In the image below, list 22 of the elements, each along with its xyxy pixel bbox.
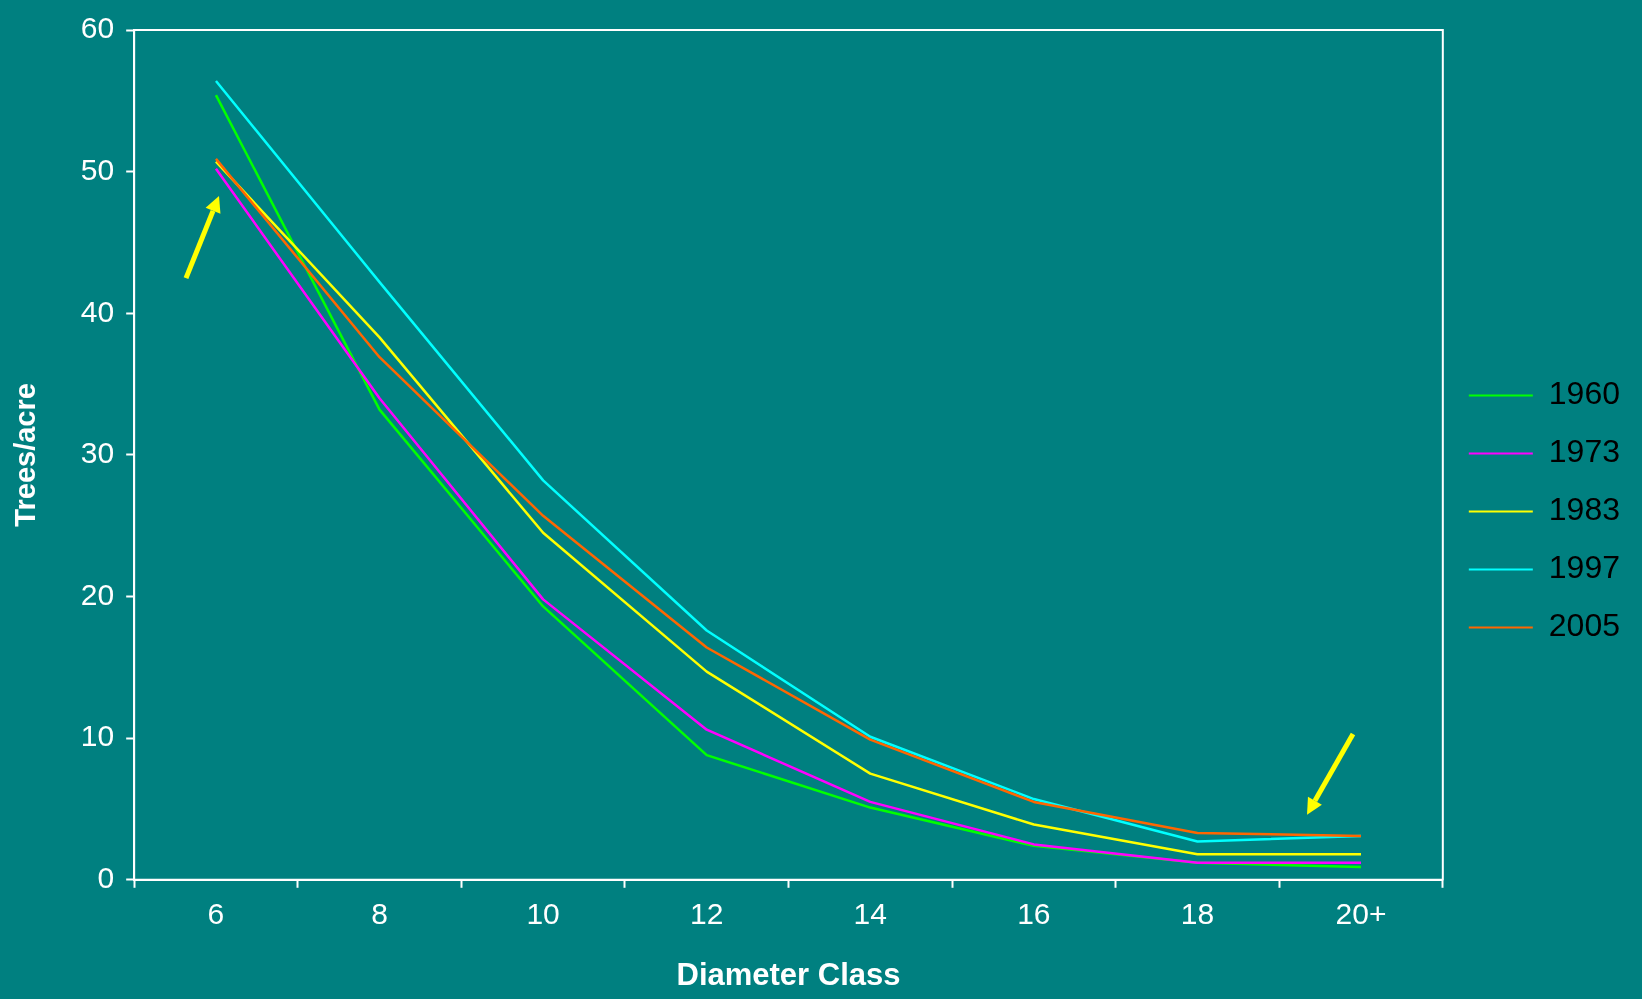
legend-label: 1997 — [1548, 549, 1620, 586]
x-tick-label: 20+ — [1335, 897, 1387, 931]
x-axis-title: Diameter Class — [676, 956, 901, 992]
y-tick-label: 40 — [80, 294, 115, 328]
y-tick-label: 10 — [80, 719, 115, 753]
legend-label: 1973 — [1548, 433, 1620, 470]
x-tick-label: 10 — [526, 897, 560, 931]
legend-label: 1983 — [1548, 491, 1620, 528]
x-tick-label: 8 — [371, 897, 388, 931]
y-tick-label: 60 — [80, 11, 115, 45]
x-tick-label: 12 — [690, 897, 724, 931]
legend-label: 2005 — [1548, 607, 1620, 644]
x-tick-label: 16 — [1017, 897, 1051, 931]
x-tick-label: 18 — [1180, 897, 1215, 931]
y-tick-label: 20 — [80, 577, 115, 611]
x-tick-label: 6 — [207, 897, 225, 931]
y-tick-label: 50 — [80, 152, 115, 186]
x-tick-label: 14 — [853, 897, 887, 931]
y-tick-label: 0 — [97, 861, 115, 895]
y-axis-title: Trees/acre — [9, 383, 42, 527]
legend-label: 1960 — [1548, 375, 1620, 412]
y-tick-label: 30 — [80, 436, 115, 470]
